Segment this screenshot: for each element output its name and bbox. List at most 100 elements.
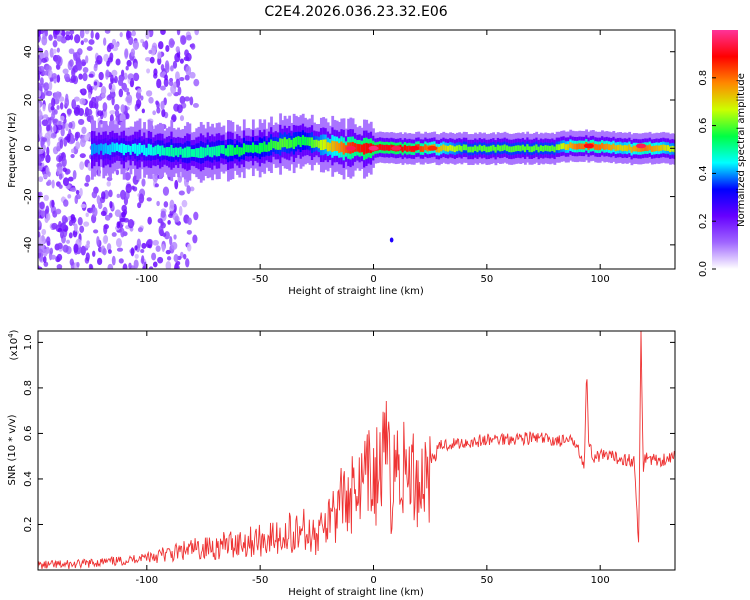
snr-scale-prefix: (x104) [7, 329, 20, 360]
heatmap-noise-cell [152, 110, 157, 116]
heatmap-ridge-cell [254, 144, 258, 153]
heatmap-noise-cell [53, 30, 61, 36]
heatmap-noise-cell [189, 96, 194, 106]
heatmap-ridge-cell [535, 144, 539, 151]
heatmap-noise-cell [192, 234, 198, 244]
heatmap-noise-cell [186, 34, 192, 41]
heatmap-ridge-cell [451, 145, 455, 152]
heatmap-noise-cell [86, 108, 93, 116]
heatmap-noise-cell [38, 89, 42, 98]
heatmap-noise-cell [162, 186, 170, 196]
heatmap-noise-cell [126, 59, 132, 67]
heatmap-noise-cell [180, 35, 187, 45]
heatmap-noise-cell [98, 71, 104, 81]
heatmap-ridge-cell [419, 146, 423, 152]
y-tick-label: 0 [23, 145, 34, 151]
heatmap-noise-cell [86, 46, 93, 52]
heatmap-noise-cell [52, 124, 57, 133]
heatmap-ridge-cell [621, 145, 625, 152]
heatmap-noise-cell [89, 264, 94, 269]
heatmap-ridge-cell [152, 147, 156, 156]
heatmap-ridge-cell [279, 138, 282, 150]
heatmap-noise-cell [173, 234, 177, 240]
heatmap-noise-cell [172, 60, 178, 69]
heatmap-noise-cell [151, 42, 158, 52]
heatmap-noise-cell [70, 75, 77, 83]
heatmap-noise-cell [133, 259, 139, 269]
colorbar-tick-label: 0.0 [698, 261, 709, 277]
heatmap-ridge-cell [478, 144, 482, 151]
heatmap-noise-cell [158, 225, 164, 236]
heatmap-noise-cell [118, 258, 124, 264]
heatmap-ridge-cell [458, 144, 462, 151]
heatmap-noise-cell [41, 35, 48, 46]
heatmap-noise-cell [141, 178, 146, 187]
heatmap-noise-cell [38, 231, 41, 238]
heatmap-ridge-cell [655, 145, 659, 152]
heatmap-noise-cell [70, 214, 76, 221]
heatmap-noise-cell [96, 110, 104, 117]
heatmap-noise-cell [79, 30, 85, 39]
heatmap-noise-cell [114, 209, 122, 217]
heatmap-noise-cell [156, 101, 160, 109]
heatmap-ridge-cell [358, 144, 362, 153]
heatmap-noise-cell [168, 80, 174, 86]
heatmap-noise-cell [103, 53, 109, 62]
heatmap-noise-cell [132, 40, 140, 50]
heatmap-noise-cell [75, 131, 81, 139]
heatmap-noise-cell [131, 30, 137, 37]
heatmap-ridge-cell [315, 139, 319, 147]
heatmap-noise-cell [108, 189, 113, 198]
heatmap-noise-cell [143, 261, 147, 269]
x-tick-label: 100 [591, 274, 610, 285]
heatmap-ridge-cell [467, 146, 471, 153]
heatmap-noise-cell [113, 103, 120, 111]
heatmap-ridge-cell [444, 145, 448, 152]
y-tick-label: 0.8 [23, 380, 34, 396]
heatmap-ridge-cell [229, 144, 233, 156]
heatmap-noise-cell [157, 218, 163, 224]
heatmap-noise-cell [91, 191, 98, 199]
heatmap-noise-cell [61, 215, 68, 224]
heatmap-noise-cell [162, 232, 167, 237]
heatmap-noise-cell [178, 190, 185, 196]
heatmap-noise-cell [78, 73, 83, 80]
heatmap-noise-cell [79, 153, 86, 159]
heatmap-ridge-cell [290, 139, 294, 148]
heatmap-noise-cell [108, 83, 113, 90]
heatmap-ridge-cell [639, 146, 643, 152]
heatmap-ridge-cell [601, 142, 604, 149]
heatmap-noise-cell [41, 57, 48, 64]
y-tick-label: 40 [23, 45, 34, 58]
heatmap-noise-cell [135, 98, 142, 108]
heatmap-noise-cell [76, 261, 80, 268]
heatmap-noise-cell [79, 98, 86, 105]
heatmap-noise-cell [115, 169, 120, 176]
heatmap-noise-cell [121, 204, 127, 213]
heatmap-ridge-cell [159, 145, 162, 157]
heatmap-noise-cell [101, 191, 106, 200]
heatmap-ridge-cell [170, 144, 174, 157]
heatmap-ridge-cell [363, 143, 366, 155]
heatmap-ridge-cell [442, 144, 446, 151]
heatmap-noise-cell [189, 186, 195, 192]
heatmap-noise-cell [50, 254, 57, 260]
heatmap-ridge-cell [553, 146, 557, 153]
heatmap-ridge-cell [267, 142, 271, 152]
heatmap-ridge-cell [421, 146, 425, 153]
heatmap-noise-cell [179, 58, 184, 64]
heatmap-noise-cell [184, 49, 189, 57]
heatmap-ridge-cell [274, 141, 278, 150]
heatmap-noise-cell [169, 40, 176, 46]
heatmap-ridge-cell [236, 145, 239, 155]
heatmap-ridge-cell [326, 142, 330, 152]
heatmap-noise-cell [171, 241, 178, 250]
heatmap-noise-cell [38, 102, 41, 111]
heatmap-noise-cell [73, 243, 79, 254]
heatmap-ridge-cell [331, 140, 335, 153]
heatmap-noise-cell [107, 57, 113, 63]
heatmap-noise-cell [179, 95, 186, 105]
heatmap-noise-cell [164, 74, 168, 81]
heatmap-ridge-cell [195, 148, 199, 158]
